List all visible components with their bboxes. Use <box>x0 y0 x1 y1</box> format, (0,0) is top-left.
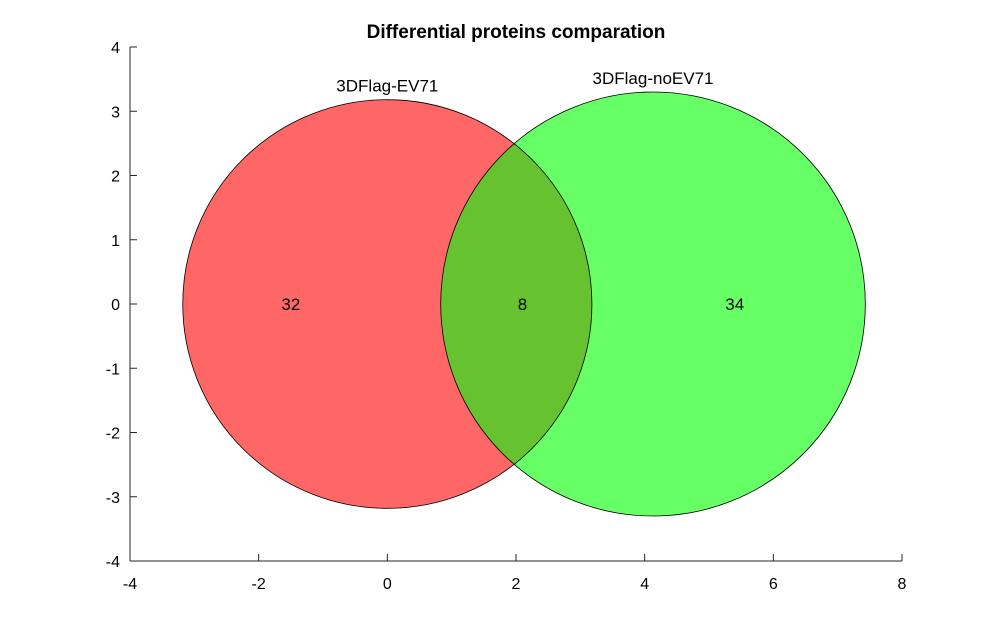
y-tick-label: -2 <box>106 426 120 443</box>
set-label: 3DFlag-EV71 <box>336 77 438 96</box>
region-count-label: 32 <box>281 295 300 314</box>
x-tick-label: 6 <box>769 576 778 593</box>
x-tick-label: -2 <box>252 576 266 593</box>
region-count-label: 34 <box>725 295 744 314</box>
set-label: 3DFlag-noEV71 <box>593 69 714 88</box>
set-outline-3dflag-noev71 <box>440 91 866 517</box>
region-count-label: 8 <box>518 295 527 314</box>
y-tick-label: -4 <box>106 554 120 571</box>
venn-labels: 3DFlag-EV71 3DFlag-noEV71 32 8 34 <box>281 69 744 314</box>
y-tick-label: -3 <box>106 490 120 507</box>
y-tick-label: 3 <box>111 104 120 121</box>
x-tick-label: 0 <box>383 576 392 593</box>
x-tick-label: -4 <box>123 576 137 593</box>
y-tick-label: 1 <box>111 233 120 250</box>
intersection-region <box>440 99 592 509</box>
x-tick-label: 4 <box>640 576 649 593</box>
y-tick-label: 4 <box>111 40 120 57</box>
x-tick-label: 2 <box>512 576 521 593</box>
y-tick-label: -1 <box>106 361 120 378</box>
y-tick-label: 0 <box>111 297 120 314</box>
venn-circles <box>182 91 866 517</box>
chart-title: Differential proteins comparation <box>367 22 666 43</box>
y-tick-label: 2 <box>111 169 120 186</box>
x-tick-label: 8 <box>898 576 907 593</box>
set-outline-3dflag-ev71 <box>182 99 593 509</box>
